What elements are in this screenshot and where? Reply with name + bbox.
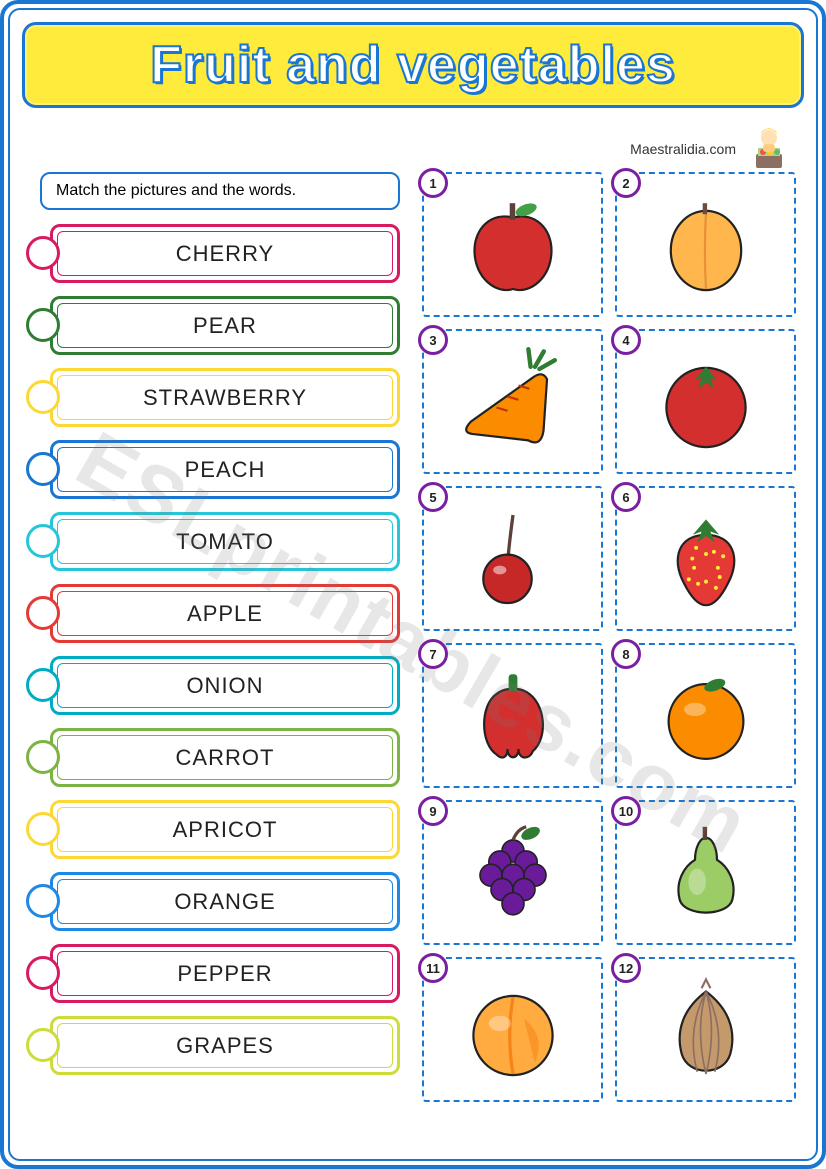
carrot-icon: [458, 347, 568, 457]
word-label: PEACH: [185, 457, 266, 483]
word-label: PEAR: [193, 313, 257, 339]
word-label: CARROT: [176, 745, 275, 771]
peach-icon: [458, 975, 568, 1085]
answer-circle[interactable]: [26, 380, 60, 414]
picture-cell[interactable]: 10: [615, 800, 796, 945]
tomato-icon: [651, 347, 761, 457]
pictures-column: 123456789101112: [422, 128, 796, 1102]
word-row[interactable]: ORANGE: [30, 872, 400, 931]
content-area: Match the pictures and the words. CHERRY…: [18, 128, 808, 1102]
word-label: APPLE: [187, 601, 263, 627]
word-box: APRICOT: [50, 800, 400, 859]
picture-number-badge: 11: [418, 953, 448, 983]
answer-circle[interactable]: [26, 668, 60, 702]
word-box: PEAR: [50, 296, 400, 355]
picture-cell[interactable]: 9: [422, 800, 603, 945]
words-column: Match the pictures and the words. CHERRY…: [30, 128, 400, 1102]
word-label: PEPPER: [177, 961, 272, 987]
instructions-box: Match the pictures and the words.: [40, 172, 400, 210]
word-box: TOMATO: [50, 512, 400, 571]
word-box: CARROT: [50, 728, 400, 787]
word-row[interactable]: STRAWBERRY: [30, 368, 400, 427]
picture-cell[interactable]: 1: [422, 172, 603, 317]
word-box: PEPPER: [50, 944, 400, 1003]
picture-cell[interactable]: 7: [422, 643, 603, 788]
picture-number-badge: 12: [611, 953, 641, 983]
worksheet-page: Fruit and vegetables Maestralidia.com Ma…: [0, 0, 826, 1169]
picture-cell[interactable]: 2: [615, 172, 796, 317]
word-box: GRAPES: [50, 1016, 400, 1075]
onion-icon: [651, 975, 761, 1085]
answer-circle[interactable]: [26, 956, 60, 990]
picture-number-badge: 2: [611, 168, 641, 198]
word-label: APRICOT: [173, 817, 278, 843]
page-title: Fruit and vegetables: [150, 35, 676, 95]
grapes-icon: [458, 818, 568, 928]
picture-number-badge: 10: [611, 796, 641, 826]
picture-cell[interactable]: 11: [422, 957, 603, 1102]
strawberry-icon: [651, 504, 761, 614]
word-row[interactable]: PEPPER: [30, 944, 400, 1003]
word-label: ORANGE: [174, 889, 275, 915]
answer-circle[interactable]: [26, 1028, 60, 1062]
word-row[interactable]: CARROT: [30, 728, 400, 787]
answer-circle[interactable]: [26, 308, 60, 342]
answer-circle[interactable]: [26, 236, 60, 270]
answer-circle[interactable]: [26, 524, 60, 558]
picture-cell[interactable]: 8: [615, 643, 796, 788]
picture-number-badge: 4: [611, 325, 641, 355]
pear-icon: [651, 818, 761, 928]
word-row[interactable]: ONION: [30, 656, 400, 715]
picture-cell[interactable]: 4: [615, 329, 796, 474]
word-box: CHERRY: [50, 224, 400, 283]
word-row[interactable]: GRAPES: [30, 1016, 400, 1075]
word-box: ONION: [50, 656, 400, 715]
pepper-icon: [458, 661, 568, 771]
title-bar: Fruit and vegetables: [22, 22, 804, 108]
word-box: ORANGE: [50, 872, 400, 931]
word-label: CHERRY: [176, 241, 275, 267]
picture-number-badge: 7: [418, 639, 448, 669]
answer-circle[interactable]: [26, 884, 60, 918]
picture-number-badge: 8: [611, 639, 641, 669]
picture-number-badge: 1: [418, 168, 448, 198]
picture-cell[interactable]: 12: [615, 957, 796, 1102]
word-label: ONION: [186, 673, 263, 699]
answer-circle[interactable]: [26, 740, 60, 774]
apricot-icon: [651, 190, 761, 300]
word-row[interactable]: CHERRY: [30, 224, 400, 283]
picture-cell[interactable]: 6: [615, 486, 796, 631]
word-row[interactable]: PEAR: [30, 296, 400, 355]
picture-number-badge: 5: [418, 482, 448, 512]
word-box: STRAWBERRY: [50, 368, 400, 427]
cherry-icon: [458, 504, 568, 614]
picture-number-badge: 3: [418, 325, 448, 355]
word-row[interactable]: PEACH: [30, 440, 400, 499]
word-row[interactable]: TOMATO: [30, 512, 400, 571]
pictures-grid: 123456789101112: [422, 172, 796, 1102]
answer-circle[interactable]: [26, 596, 60, 630]
picture-cell[interactable]: 5: [422, 486, 603, 631]
picture-number-badge: 9: [418, 796, 448, 826]
word-row[interactable]: APPLE: [30, 584, 400, 643]
orange-icon: [651, 661, 761, 771]
picture-cell[interactable]: 3: [422, 329, 603, 474]
answer-circle[interactable]: [26, 452, 60, 486]
word-label: GRAPES: [176, 1033, 274, 1059]
words-list: CHERRY PEAR STRAWBERRY PEACH TOMATO APPLE ONIO…: [30, 224, 400, 1075]
word-label: TOMATO: [176, 529, 274, 555]
picture-number-badge: 6: [611, 482, 641, 512]
apple-icon: [458, 190, 568, 300]
answer-circle[interactable]: [26, 812, 60, 846]
word-box: APPLE: [50, 584, 400, 643]
word-label: STRAWBERRY: [143, 385, 307, 411]
word-row[interactable]: APRICOT: [30, 800, 400, 859]
word-box: PEACH: [50, 440, 400, 499]
